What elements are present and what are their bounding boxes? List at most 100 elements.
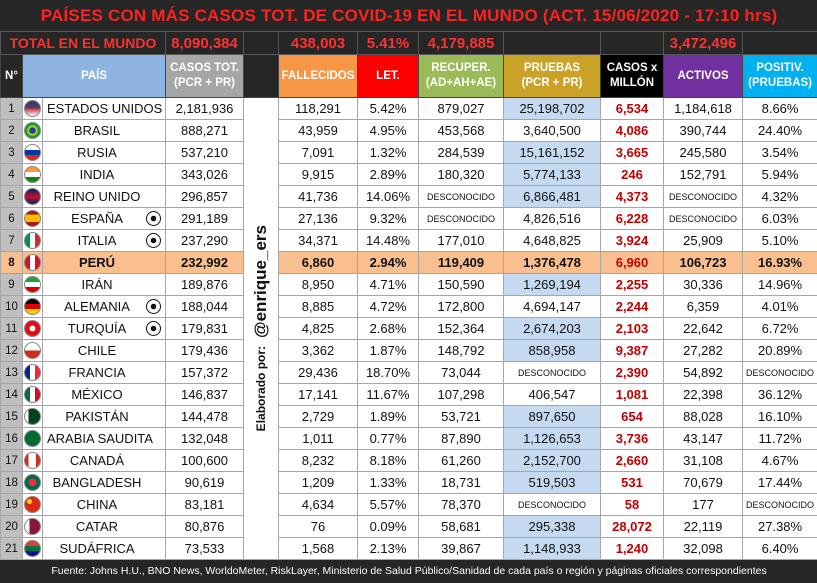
fallecidos: 1,011	[278, 427, 358, 450]
flag	[24, 342, 41, 360]
row: 14 MÉXICO 146,837 17,141 11.67% 107,298 406,54…	[0, 383, 817, 406]
fallecidos: 4,825	[278, 317, 358, 340]
flag	[24, 188, 41, 206]
row-number: 8	[0, 251, 23, 274]
header-line: (PRUEBAS)	[748, 77, 812, 89]
row: 3 RUSIA 537,210 7,091 1.32% 284,539 15,161,152…	[0, 141, 817, 164]
row: 17 CANADÁ 100,600 8,232 8.18% 61,260 2,152,700…	[0, 449, 817, 472]
country-name: ESPAÑA	[71, 211, 123, 226]
positividad: 6.72%	[741, 317, 817, 340]
row: N° PAÍS CASOS TOT. (PCR + PR) FALLECIDOS LET.…	[0, 54, 817, 98]
row: TOTAL EN EL MUNDO 8,090,384 438,003 5.41% 4,…	[0, 31, 817, 55]
pruebas: DESCONOCIDO	[503, 493, 601, 516]
recuperados: 18,731	[418, 471, 504, 494]
flag-cell	[22, 119, 43, 142]
recuperados: 87,890	[418, 427, 504, 450]
letalidad: 0.77%	[357, 427, 419, 450]
flag-cell	[22, 207, 43, 230]
casos: 179,436	[165, 339, 244, 362]
casos: 188,044	[165, 295, 244, 318]
casos-millon: 531	[600, 471, 664, 494]
title: PAÍSES CON MÁS CASOS TOT. DE COVID-19 EN…	[0, 0, 817, 32]
header-recuperados: RECUPER. (AD+AH+AE)	[418, 54, 504, 98]
letalidad: 11.67%	[357, 383, 419, 406]
casos-millon: 6,228	[600, 207, 664, 230]
recuperados: 107,298	[418, 383, 504, 406]
positividad: 17.44%	[741, 471, 817, 494]
letalidad: 4.95%	[357, 119, 419, 142]
flag	[24, 166, 41, 184]
country: PERÚ	[42, 251, 166, 274]
row: PAÍSES CON MÁS CASOS TOT. DE COVID-19 EN…	[0, 0, 817, 32]
row: 20 CATAR 80,876 76 0.09% 58,681 295,338 28,072 2…	[0, 515, 817, 538]
row: 4 INDIA 343,026 9,915 2.89% 180,320 5,774,133 2…	[0, 163, 817, 186]
casos-millon: 6,534	[600, 97, 664, 120]
flag-cell	[22, 427, 43, 450]
casos: 232,992	[165, 251, 244, 274]
letalidad: 1.33%	[357, 471, 419, 494]
recuperados: 53,721	[418, 405, 504, 428]
gap-header	[243, 54, 279, 98]
flag	[24, 474, 41, 492]
header-line: CASOS x	[606, 62, 658, 74]
recuperados: 284,539	[418, 141, 504, 164]
positividad: DESCONOCIDO	[741, 361, 817, 384]
positividad: 6.03%	[741, 207, 817, 230]
flag-cell	[22, 405, 43, 428]
header-n: N°	[0, 54, 23, 98]
casos-millon: 2,244	[600, 295, 664, 318]
fallecidos: 2,729	[278, 405, 358, 428]
flag	[24, 408, 41, 426]
flag	[24, 232, 41, 250]
country-name: CHILE	[77, 343, 117, 358]
pruebas: 4,694,147	[503, 295, 601, 318]
positividad: 24.40%	[741, 119, 817, 142]
recuperados: 73,044	[418, 361, 504, 384]
activos: 32,098	[663, 537, 743, 560]
header-line: ACTIVOS	[677, 69, 729, 82]
row: 7 ITALIA 237,290 34,371 14.48% 177,010 4,648,8…	[0, 229, 817, 252]
row-number: 1	[0, 97, 23, 120]
blank	[503, 31, 601, 55]
blank	[741, 31, 817, 55]
casos-millon: 58	[600, 493, 664, 516]
activos: 22,642	[663, 317, 743, 340]
flag	[24, 100, 41, 118]
fallecidos: 9,915	[278, 163, 358, 186]
letalidad: 4.72%	[357, 295, 419, 318]
country: ARABIA SAUDITA	[42, 427, 166, 450]
fallecidos: 43,959	[278, 119, 358, 142]
header-line: POSITIV.	[756, 62, 804, 74]
pruebas: 1,376,478	[503, 251, 601, 274]
positividad: 27.38%	[741, 515, 817, 538]
recuperados: 152,364	[418, 317, 504, 340]
recuperados: 453,568	[418, 119, 504, 142]
country: ESPAÑA	[42, 207, 166, 230]
activos: 22,398	[663, 383, 743, 406]
flag-cell	[22, 515, 43, 538]
activos: 245,580	[663, 141, 743, 164]
country: CATAR	[42, 515, 166, 538]
flag-cell	[22, 141, 43, 164]
header-line: (AD+AH+AE)	[425, 77, 497, 89]
letalidad: 2.89%	[357, 163, 419, 186]
casos: 146,837	[165, 383, 244, 406]
flag	[24, 364, 41, 382]
country: CANADÁ	[42, 449, 166, 472]
fallecidos: 8,232	[278, 449, 358, 472]
country: SUDÁFRICA	[42, 537, 166, 560]
activos: 106,723	[663, 251, 743, 274]
activos: 22,119	[663, 515, 743, 538]
flag-cell	[22, 471, 43, 494]
positividad: 14.96%	[741, 273, 817, 296]
row: 2 BRASIL 888,271 43,959 4.95% 453,568 3,640,50…	[0, 119, 817, 142]
pruebas: 15,161,152	[503, 141, 601, 164]
fallecidos: 76	[278, 515, 358, 538]
recuperados: DESCONOCIDO	[418, 207, 504, 230]
positividad: 4.32%	[741, 185, 817, 208]
credit-text: Elaborado por: @enrique_ers	[251, 225, 271, 431]
country-name: BANGLADESH	[52, 475, 142, 490]
row: 11 TURQUÍA 179,831 4,825 2.68% 152,364 2,674,2…	[0, 317, 817, 340]
flag	[24, 254, 41, 272]
flag-cell	[22, 317, 43, 340]
